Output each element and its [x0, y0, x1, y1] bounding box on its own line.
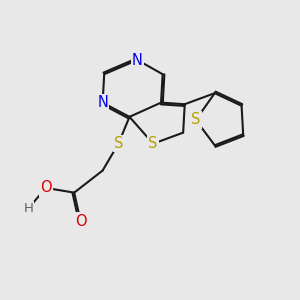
- Text: S: S: [114, 136, 123, 151]
- Text: H: H: [23, 202, 33, 215]
- Text: S: S: [191, 112, 200, 128]
- Text: O: O: [75, 214, 86, 229]
- Text: N: N: [97, 95, 108, 110]
- Text: S: S: [148, 136, 158, 151]
- Text: N: N: [132, 52, 143, 68]
- Text: O: O: [40, 180, 52, 195]
